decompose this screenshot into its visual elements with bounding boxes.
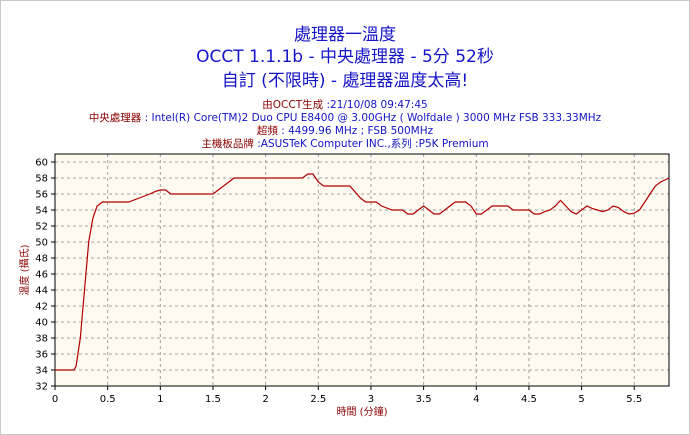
info-overclock: 超頻 : 4499.96 MHz ; FSB 500MHz: [0, 123, 690, 138]
x-tick-label: 0: [52, 394, 58, 405]
y-tick-label: 52: [35, 222, 48, 233]
info-value: : Intel(R) Core(TM)2 Duo CPU E8400 @ 3.0…: [144, 112, 602, 124]
y-tick-label: 44: [35, 286, 48, 297]
info-label: 超頻: [256, 125, 282, 137]
info-label: 主機板品牌: [201, 138, 258, 150]
y-tick-label: 42: [35, 302, 48, 313]
chart-subtitle: OCCT 1.1.1b - 中央處理器 - 5分 52秒: [196, 47, 494, 67]
y-tick-label: 60: [35, 158, 48, 169]
info-label: 中央處理器: [88, 112, 145, 124]
y-axis-label: 溫度 (攝氏): [18, 244, 31, 295]
info-cpu: 中央處理器 : Intel(R) Core(TM)2 Duo CPU E8400…: [0, 110, 690, 125]
info-label: 由OCCT生成: [262, 99, 327, 111]
info-value: :21/10/08 09:47:45: [326, 99, 428, 111]
y-tick-label: 48: [35, 254, 48, 265]
y-tick-label: 58: [35, 174, 48, 185]
x-tick-label: 1: [157, 394, 163, 405]
y-tick-label: 46: [35, 270, 48, 281]
y-tick-label: 32: [35, 382, 48, 393]
info-generated: 由OCCT生成 :21/10/08 09:47:45: [0, 97, 690, 112]
x-tick-label: 5: [578, 394, 584, 405]
x-tick-label: 2.5: [310, 394, 326, 405]
chart-mode-text: 自訂 (不限時) - 處理器溫度太高!: [221, 71, 469, 91]
y-tick-label: 36: [35, 350, 48, 361]
x-tick-label: 4.5: [521, 394, 537, 405]
x-tick-label: 5.5: [626, 394, 642, 405]
y-tick-label: 34: [35, 366, 48, 377]
info-value: :ASUSTeK Computer INC.,系列 :P5K Premium: [257, 138, 489, 150]
y-tick-label: 38: [35, 334, 48, 345]
x-tick-label: 3: [368, 394, 374, 405]
y-tick-label: 56: [35, 190, 48, 201]
chart-title: 處理器一溫度: [294, 25, 396, 45]
x-tick-label: 1.5: [205, 394, 221, 405]
x-tick-label: 0.5: [100, 394, 116, 405]
plot-area: [55, 154, 669, 386]
y-tick-label: 40: [35, 318, 48, 329]
info-value: : 4499.96 MHz ; FSB 500MHz: [281, 125, 434, 137]
x-tick-label: 2: [262, 394, 268, 405]
x-axis-label: 時間 (分鐘): [337, 405, 388, 418]
info-motherboard: 主機板品牌 :ASUSTeK Computer INC.,系列 :P5K Pre…: [0, 136, 690, 151]
y-tick-label: 50: [35, 238, 48, 249]
y-tick-label: 54: [35, 206, 48, 217]
x-tick-label: 4: [473, 394, 479, 405]
temperature-series-line: [55, 173, 670, 371]
plot-border: [54, 153, 670, 387]
x-tick-label: 3.5: [416, 394, 432, 405]
